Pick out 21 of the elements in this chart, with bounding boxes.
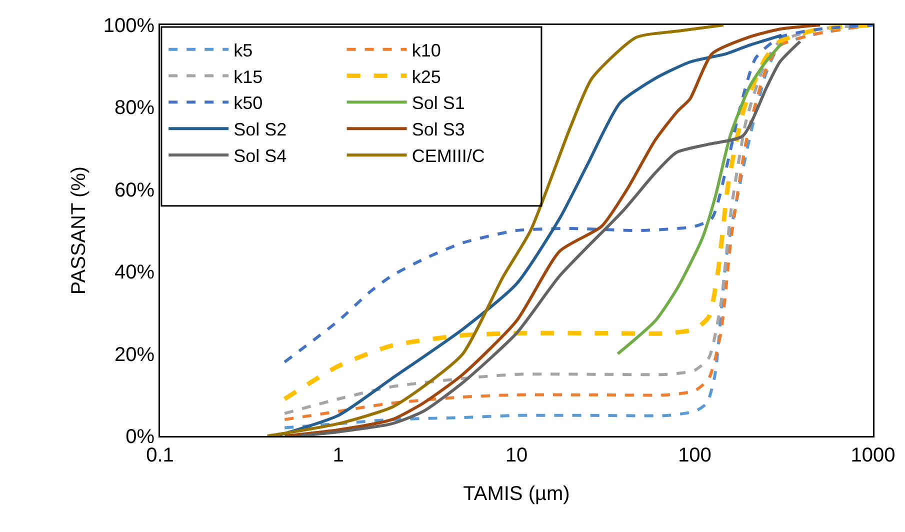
x-tick-label: 10	[505, 444, 528, 466]
legend-label: k5	[234, 40, 253, 60]
x-tick-label: 1000	[850, 444, 896, 466]
legend-label: k25	[412, 66, 441, 87]
y-tick-label: 20%	[114, 344, 155, 366]
legend-label: Sol S3	[412, 120, 465, 140]
y-tick-label: 40%	[114, 262, 155, 284]
x-tick-label: 1	[332, 444, 344, 466]
y-tick-label: 100%	[103, 15, 155, 37]
legend-label: k15	[234, 66, 263, 87]
legend-label: Sol S1	[412, 93, 465, 114]
x-axis-title: TAMIS (µm)	[463, 482, 570, 505]
y-tick-label: 60%	[114, 179, 155, 202]
legend-label: Sol S4	[234, 146, 287, 166]
legend-label: k10	[412, 40, 441, 60]
legend-label: Sol S2	[234, 120, 287, 140]
x-tick-label: 100	[678, 444, 712, 466]
y-axis-title: PASSANT (%)	[68, 166, 90, 295]
legend-label: k50	[234, 93, 263, 114]
legend-label: CEMIII/C	[412, 146, 485, 166]
y-tick-label: 80%	[114, 97, 155, 120]
